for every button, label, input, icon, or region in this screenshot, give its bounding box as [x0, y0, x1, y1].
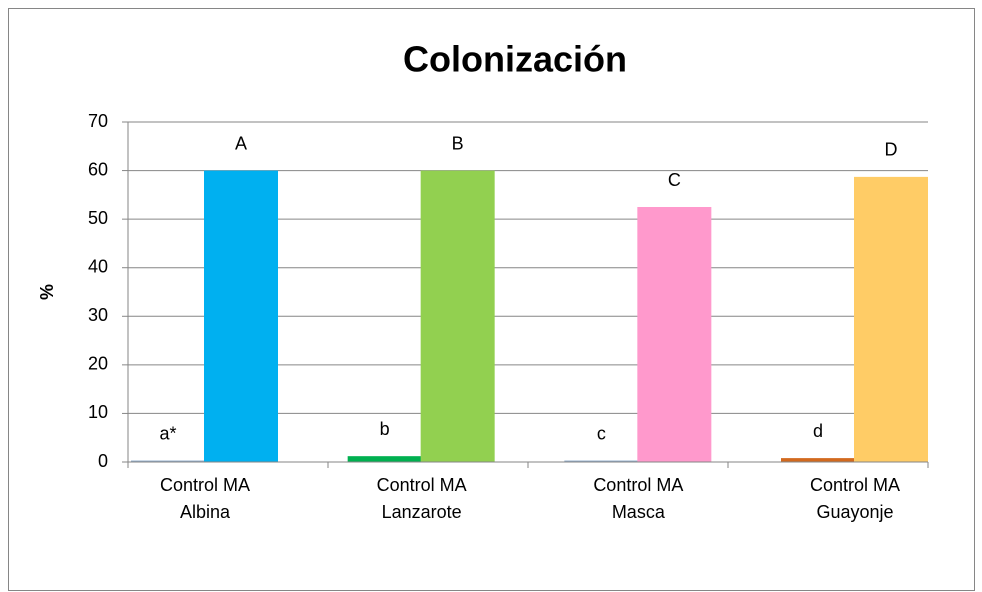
bar	[347, 456, 422, 462]
x-tick-label: Control MA	[593, 475, 683, 495]
value-label: b	[380, 419, 390, 439]
value-label: C	[668, 170, 681, 190]
y-tick-label: 10	[88, 402, 108, 422]
x-tick-label: Albina	[180, 502, 231, 522]
bar	[781, 458, 855, 462]
bar	[854, 176, 928, 462]
x-tick-label: Control MA	[377, 475, 467, 495]
y-tick-label: 20	[88, 354, 108, 374]
y-axis-label: %	[37, 284, 57, 300]
bar	[420, 170, 495, 463]
value-label: A	[235, 133, 247, 153]
x-tick-label: Control MA	[810, 475, 900, 495]
x-tick-label: Control MA	[160, 475, 250, 495]
chart-title: Colonización	[403, 39, 627, 80]
bar	[204, 170, 278, 463]
bar	[131, 460, 205, 462]
value-label: d	[813, 421, 823, 441]
value-label: a*	[159, 423, 176, 443]
x-tick-label: Masca	[612, 502, 666, 522]
bar	[637, 207, 712, 462]
y-tick-label: 30	[88, 305, 108, 325]
x-tick-label: Lanzarote	[382, 502, 462, 522]
value-label: D	[885, 140, 898, 160]
bar	[564, 460, 639, 462]
value-label: B	[452, 133, 464, 153]
y-tick-label: 50	[88, 208, 108, 228]
x-tick-label: Guayonje	[816, 502, 893, 522]
y-tick-label: 60	[88, 159, 108, 179]
y-tick-label: 0	[98, 451, 108, 471]
value-label: c	[597, 423, 606, 443]
y-tick-label: 70	[88, 111, 108, 131]
y-tick-label: 40	[88, 256, 108, 276]
